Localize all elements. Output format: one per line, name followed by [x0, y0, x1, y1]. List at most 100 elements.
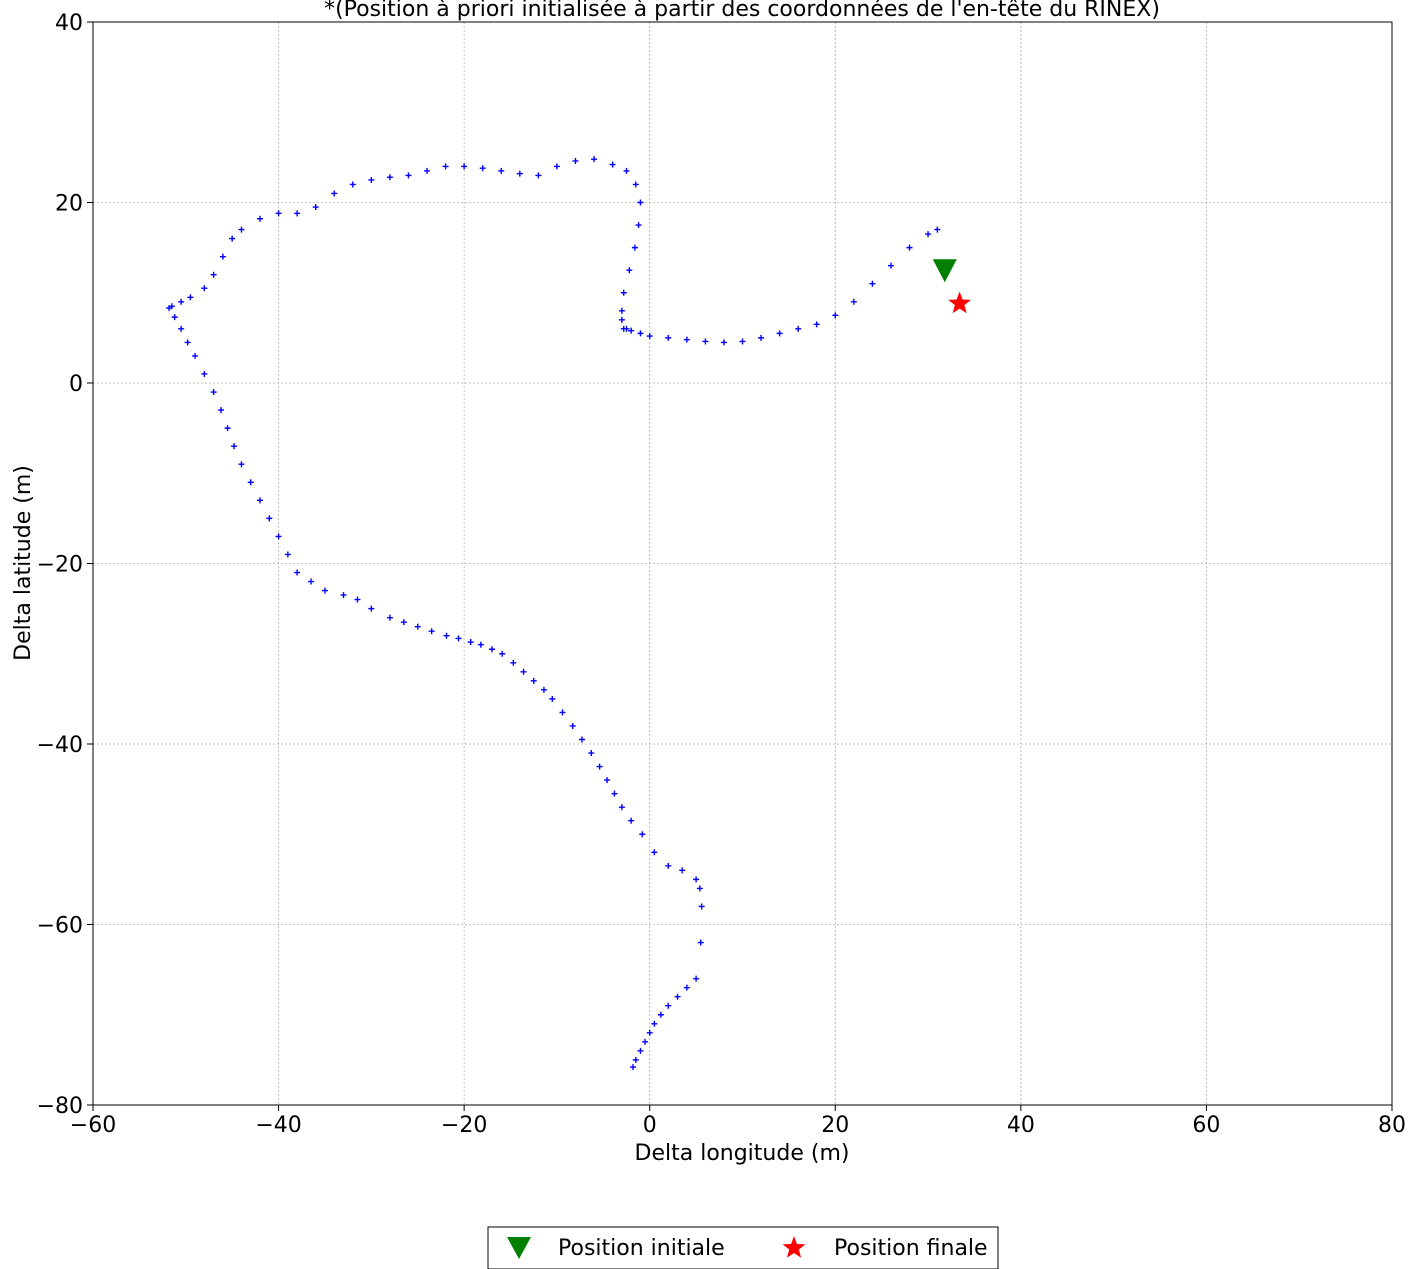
trajectory-point [210, 389, 217, 396]
trajectory-point [168, 303, 175, 310]
grid-lines [92, 21, 1393, 1106]
trajectory-point [832, 312, 839, 319]
legend-frame [487, 1226, 999, 1269]
trajectory-point [510, 659, 517, 666]
legend-triangle-down-icon [507, 1237, 531, 1259]
y-tick-label: 0 [69, 372, 83, 397]
trajectory-point [386, 174, 393, 181]
trajectory-point [428, 628, 435, 635]
trajectory-point [210, 271, 217, 278]
x-axis-label: Delta longitude (m) [635, 1141, 850, 1166]
trajectory-point [530, 677, 537, 684]
trajectory-point [618, 307, 625, 314]
trajectory-point [219, 253, 226, 260]
trajectory-point [368, 176, 375, 183]
legend-label-final: Position finale [834, 1236, 988, 1261]
x-tick-label: 40 [1007, 1113, 1035, 1138]
trajectory-point [578, 736, 585, 743]
x-tick-label: 80 [1378, 1113, 1406, 1138]
trajectory-point [368, 605, 375, 612]
trajectory-point [637, 330, 644, 337]
trajectory-point [637, 199, 644, 206]
x-tick-label: −60 [70, 1113, 116, 1138]
trajectory-point [665, 1002, 672, 1009]
initial-position-marker [932, 259, 957, 283]
trajectory-point [238, 226, 245, 233]
trajectory-point [665, 334, 672, 341]
trajectory-point [934, 226, 941, 233]
legend-label-initial: Position initiale [558, 1236, 725, 1261]
trajectory-point [308, 578, 315, 585]
trajectory-point [354, 596, 361, 603]
trajectory-point [637, 1047, 644, 1054]
trajectory-point [813, 321, 820, 328]
trajectory-point [925, 231, 932, 238]
y-tick-label: −20 [37, 553, 83, 578]
trajectory-point [569, 722, 576, 729]
trajectory-point [702, 338, 709, 345]
trajectory-point [218, 407, 225, 414]
trajectory-point [657, 1011, 664, 1018]
trajectory-point [651, 1020, 658, 1027]
trajectory-trace [166, 156, 950, 1071]
y-axis-label: Delta latitude (m) [11, 465, 36, 661]
trajectory-point [499, 650, 506, 657]
y-tick-label: −80 [37, 1094, 83, 1119]
trajectory-point [609, 161, 616, 168]
x-tick-label: 0 [643, 1113, 657, 1138]
trajectory-point [443, 632, 450, 639]
trajectory-point [679, 867, 686, 874]
trajectory-point [229, 235, 236, 242]
trajectory-point [623, 167, 630, 174]
trajectory-point [400, 619, 407, 626]
trajectory-point [596, 763, 603, 770]
final-position-marker [948, 291, 971, 314]
trajectory-point [549, 695, 556, 702]
y-tick-label: 40 [55, 11, 83, 36]
trajectory-point [683, 336, 690, 343]
trajectory-point [231, 443, 238, 450]
y-tick-label: 20 [55, 192, 83, 217]
legend: Position initiale Position finale [487, 1226, 999, 1269]
trajectory-point [665, 862, 672, 869]
trajectory-point [488, 646, 495, 653]
trajectory-point [171, 314, 178, 321]
trajectory-point [455, 635, 462, 642]
trajectory-point [294, 210, 301, 217]
trajectory-point [696, 885, 703, 892]
trajectory-point [628, 327, 635, 334]
trajectory-point [479, 165, 486, 172]
trajectory-point [869, 280, 876, 287]
trajectory-point [674, 993, 681, 1000]
trajectory-point [850, 298, 857, 305]
x-tick-label: −40 [255, 1113, 301, 1138]
trajectory-point [386, 614, 393, 621]
trajectory-point [639, 831, 646, 838]
trajectory-point [540, 686, 547, 693]
trajectory-point [516, 170, 523, 177]
trajectory-point [201, 285, 208, 292]
trajectory-point [184, 339, 191, 346]
trajectory-point [331, 190, 338, 197]
trajectory-point [651, 849, 658, 856]
trajectory-point [201, 370, 208, 377]
legend-star-icon [782, 1236, 806, 1258]
trajectory-point [635, 222, 642, 229]
trajectory-point [553, 163, 560, 170]
trajectory-point [312, 204, 319, 211]
trajectory-point [559, 709, 566, 716]
trajectory-point [646, 333, 653, 340]
position-markers [932, 259, 971, 314]
trajectory-point [424, 167, 431, 174]
trajectory-point [739, 338, 746, 345]
trajectory-point [349, 181, 356, 188]
trajectory-point [720, 339, 727, 346]
trajectory-point [631, 244, 638, 251]
trajectory-point [588, 750, 595, 757]
trajectory-point [758, 334, 765, 341]
trajectory-point [604, 777, 611, 784]
trajectory-point [611, 790, 618, 797]
trajectory-point [683, 984, 690, 991]
trajectory-point [461, 163, 468, 170]
